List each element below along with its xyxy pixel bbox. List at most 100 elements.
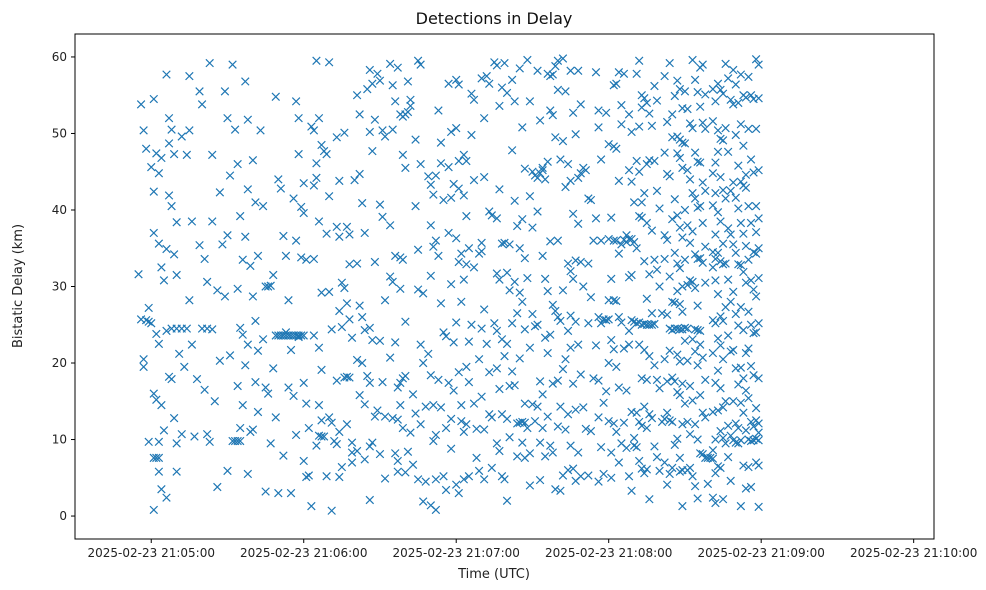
data-point [645, 351, 654, 361]
data-point [741, 241, 751, 251]
data-point [502, 339, 512, 349]
data-point [411, 135, 420, 144]
data-point [390, 251, 400, 261]
data-point [540, 452, 550, 461]
data-point [627, 486, 636, 496]
data-point [642, 294, 652, 303]
data-point [690, 325, 700, 334]
data-point [223, 231, 232, 240]
data-point [568, 274, 578, 284]
data-point [668, 463, 677, 473]
data-point [507, 367, 517, 376]
y-tick-label: 10 [52, 433, 67, 447]
data-point [139, 362, 148, 372]
data-point [551, 133, 560, 142]
data-point [202, 429, 212, 439]
data-point [723, 147, 733, 157]
data-point [579, 403, 588, 412]
y-tick-label: 60 [52, 50, 67, 64]
data-point [233, 381, 242, 391]
data-point [449, 386, 458, 395]
data-point [426, 371, 436, 380]
data-point [518, 438, 527, 447]
data-point [637, 421, 646, 430]
data-point [390, 338, 400, 347]
data-point [360, 455, 369, 464]
data-point [718, 433, 728, 443]
data-point [627, 315, 636, 325]
data-point [540, 175, 550, 184]
data-point [495, 101, 504, 111]
data-point [729, 65, 738, 75]
data-point [398, 255, 408, 264]
data-point [698, 178, 707, 187]
data-point [213, 482, 222, 492]
data-point [678, 138, 687, 147]
data-point [739, 408, 748, 417]
data-point [680, 336, 690, 346]
data-point [210, 397, 220, 406]
data-point [594, 312, 603, 322]
data-point [632, 156, 641, 166]
data-point [352, 355, 362, 365]
data-point [744, 344, 753, 353]
data-point [462, 420, 471, 429]
data-point [518, 297, 527, 307]
data-point [462, 211, 471, 221]
data-point [507, 75, 517, 85]
data-point [690, 347, 700, 356]
data-point [253, 251, 263, 261]
data-point [472, 424, 481, 434]
data-point [492, 439, 502, 448]
data-point [683, 280, 692, 290]
data-point [708, 201, 718, 210]
data-point [538, 423, 547, 433]
data-point [591, 214, 601, 223]
data-point [688, 277, 697, 287]
data-point [518, 123, 527, 132]
data-point [144, 437, 153, 447]
data-point [352, 90, 362, 100]
data-point [678, 233, 687, 242]
data-point [319, 432, 329, 441]
data-point [723, 331, 733, 340]
data-point [299, 178, 308, 188]
data-point [284, 383, 293, 392]
data-point [398, 423, 408, 433]
data-point [543, 286, 552, 296]
data-point [708, 407, 718, 417]
data-point [693, 494, 702, 503]
data-point [561, 182, 570, 192]
data-point [525, 191, 535, 201]
data-point [296, 253, 306, 262]
data-point [180, 362, 189, 372]
data-point [708, 263, 718, 272]
data-point [342, 420, 352, 429]
data-point [706, 453, 715, 463]
data-point [693, 325, 702, 335]
data-point [502, 414, 512, 424]
data-point [271, 92, 280, 101]
data-point [739, 229, 748, 238]
data-point [629, 441, 639, 450]
data-point [683, 324, 692, 333]
data-point [208, 217, 217, 226]
data-point [444, 378, 453, 388]
data-point [368, 335, 377, 345]
data-point [614, 176, 624, 186]
data-point [716, 85, 725, 95]
data-point [736, 70, 746, 79]
data-point [322, 229, 331, 238]
data-point [169, 149, 179, 159]
data-point [243, 115, 253, 124]
data-point [708, 348, 718, 358]
data-point [652, 452, 662, 462]
data-point [543, 412, 552, 421]
data-point [332, 376, 341, 385]
data-point [571, 130, 580, 139]
data-point [688, 335, 697, 344]
data-point [528, 223, 537, 232]
data-point [548, 300, 558, 310]
data-point [355, 390, 364, 400]
data-point [668, 110, 677, 119]
